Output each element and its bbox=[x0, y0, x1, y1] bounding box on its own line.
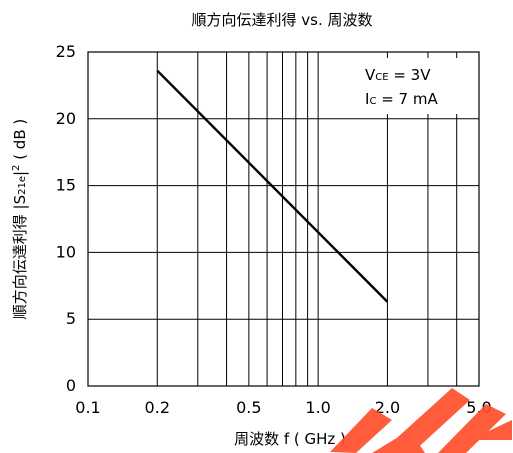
y-tick-label: 20 bbox=[56, 109, 76, 128]
x-tick-labels: 0.1 0.2 0.5 1.0 2.0 5.0 bbox=[75, 398, 491, 417]
x-tick-label: 1.0 bbox=[305, 398, 330, 417]
y-tick-label: 25 bbox=[56, 42, 76, 61]
chart-title: 順方向伝達利得 vs. 周波数 bbox=[192, 11, 373, 29]
y-tick-label: 0 bbox=[66, 376, 76, 395]
y-tick-label: 15 bbox=[56, 176, 76, 195]
y-tick-labels: 0 5 10 15 20 25 bbox=[56, 42, 76, 395]
x-axis-label: 周波数 f ( GHz ) bbox=[234, 430, 346, 448]
y-axis-label: 順方向伝達利得 |S21e|2 ( dB ) bbox=[11, 119, 29, 320]
x-tick-label: 0.5 bbox=[236, 398, 261, 417]
y-tick-label: 5 bbox=[66, 309, 76, 328]
y-tick-label: 10 bbox=[56, 242, 76, 261]
annotation-box bbox=[354, 58, 470, 114]
plot-frame bbox=[87, 51, 480, 387]
annotation-ic: IC = 7 mA bbox=[365, 90, 438, 108]
series-lines bbox=[156, 69, 389, 303]
series-line bbox=[156, 69, 389, 303]
x-tick-label: 2.0 bbox=[375, 398, 400, 417]
x-tick-label: 0.2 bbox=[145, 398, 170, 417]
x-tick-label: 0.1 bbox=[75, 398, 100, 417]
annotation-vce: VCE = 3V bbox=[365, 66, 431, 84]
watermark-strokes bbox=[330, 388, 512, 453]
y-gridlines bbox=[88, 118, 479, 320]
